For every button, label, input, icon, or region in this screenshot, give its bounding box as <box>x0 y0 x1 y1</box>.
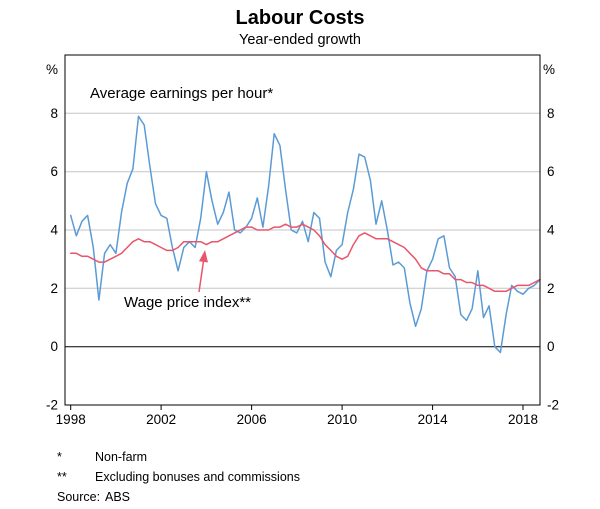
series-label-average-earnings: Average earnings per hour* <box>90 85 273 102</box>
y-tick-left--2: -2 <box>46 398 58 413</box>
axis-labels: -2 -2 0 0 2 2 4 4 6 6 8 8 1998 2002 2006 2010 2014 2018 <box>46 106 559 427</box>
y-tick-right--2: -2 <box>547 398 559 413</box>
source-text: ABS <box>105 490 130 504</box>
footnote-marker-nonfarm: * <box>57 450 62 464</box>
page-title: Labour Costs <box>236 7 365 29</box>
footnotes: * Non-farm ** Excluding bonuses and comm… <box>57 450 300 504</box>
y-tick-left-2: 2 <box>50 281 58 296</box>
series-label-wage-price-index: Wage price index** <box>124 294 251 311</box>
x-tick-2010: 2010 <box>327 412 357 427</box>
y-tick-left-6: 6 <box>50 164 58 179</box>
footnote-text-nonfarm: Non-farm <box>95 450 147 464</box>
chart-subtitle: Year-ended growth <box>239 32 361 48</box>
y-tick-right-0: 0 <box>547 339 555 354</box>
source-label: Source: <box>57 490 100 504</box>
x-tick-2006: 2006 <box>237 412 267 427</box>
y-axis-unit-left: % <box>46 62 58 77</box>
y-axis-unit-right: % <box>543 62 555 77</box>
y-tick-right-8: 8 <box>547 106 555 121</box>
y-tick-left-4: 4 <box>50 223 58 238</box>
footnote-marker-bonuses: ** <box>57 470 67 484</box>
y-tick-right-6: 6 <box>547 164 555 179</box>
line-average-earnings-per-hour <box>69 115 541 354</box>
y-tick-left-0: 0 <box>50 339 58 354</box>
x-tick-2002: 2002 <box>146 412 176 427</box>
plot-frame <box>64 54 541 406</box>
x-tick-1998: 1998 <box>56 412 86 427</box>
x-tick-2018: 2018 <box>508 412 538 427</box>
gridlines <box>65 112 540 348</box>
footnote-text-bonuses: Excluding bonuses and commissions <box>95 470 300 484</box>
y-tick-left-8: 8 <box>50 106 58 121</box>
y-tick-right-2: 2 <box>547 281 555 296</box>
line-wage-price-index <box>69 223 541 293</box>
y-tick-right-4: 4 <box>547 223 555 238</box>
x-tick-2014: 2014 <box>418 412 449 427</box>
annotation-arrow-icon <box>198 250 208 293</box>
series-lines <box>69 115 541 354</box>
